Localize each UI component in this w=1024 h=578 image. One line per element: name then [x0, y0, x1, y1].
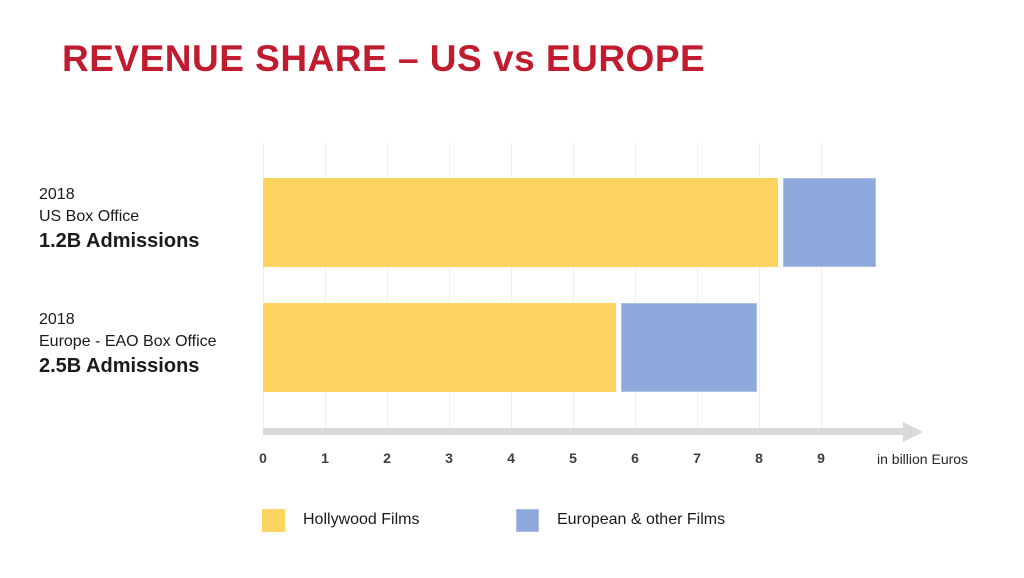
- x-axis-unit-label: in billion Euros: [877, 451, 969, 467]
- x-tick-1: 1: [321, 450, 329, 466]
- row-label-us-source: US Box Office: [39, 208, 140, 225]
- legend-label-european: European & other Films: [557, 511, 726, 528]
- x-axis-arrowhead-icon: [903, 421, 923, 442]
- gridline-9: [821, 143, 822, 431]
- row-label-us: 2018 US Box Office 1.2B Admissions: [39, 184, 199, 254]
- x-tick-7: 7: [693, 450, 701, 466]
- gridline-4: [511, 143, 512, 431]
- row-label-europe-source: Europe - EAO Box Office: [39, 333, 217, 350]
- row-label-us-year: 2018: [39, 186, 75, 203]
- row-label-us-admissions: 1.2B Admissions: [39, 230, 200, 252]
- gridline-0: [263, 143, 264, 431]
- x-tick-9: 9: [817, 450, 825, 466]
- gridline-3: [449, 143, 450, 431]
- legend-swatch-hollywood-icon: [262, 509, 285, 532]
- x-tick-6: 6: [631, 450, 639, 466]
- legend-label-hollywood: Hollywood Films: [303, 511, 420, 528]
- x-axis-line: [263, 428, 904, 435]
- bar-segment-europe-hollywood-films: [263, 303, 616, 392]
- bar-segment-europe-european-other-films: [621, 303, 757, 392]
- bar-segment-us-hollywood-films: [263, 178, 778, 267]
- bar-segment-us-european-other-films: [783, 178, 876, 267]
- gridline-7: [697, 143, 698, 431]
- gridline-6: [635, 143, 636, 431]
- row-label-europe-admissions: 2.5B Admissions: [39, 355, 200, 377]
- legend-swatch-european-icon: [516, 509, 539, 532]
- x-tick-2: 2: [383, 450, 391, 466]
- row-label-europe-year: 2018: [39, 311, 75, 328]
- gridline-5: [573, 143, 574, 431]
- x-tick-8: 8: [755, 450, 763, 466]
- gridline-1: [325, 143, 326, 431]
- gridline-8: [759, 143, 760, 431]
- row-label-europe: 2018 Europe - EAO Box Office 2.5B Admiss…: [39, 309, 217, 379]
- slide-title: REVENUE SHARE – US vs EUROPE: [62, 38, 706, 79]
- x-tick-5: 5: [569, 450, 577, 466]
- x-tick-4: 4: [507, 450, 515, 466]
- gridline-2: [387, 143, 388, 431]
- x-tick-0: 0: [259, 450, 267, 466]
- x-tick-3: 3: [445, 450, 453, 466]
